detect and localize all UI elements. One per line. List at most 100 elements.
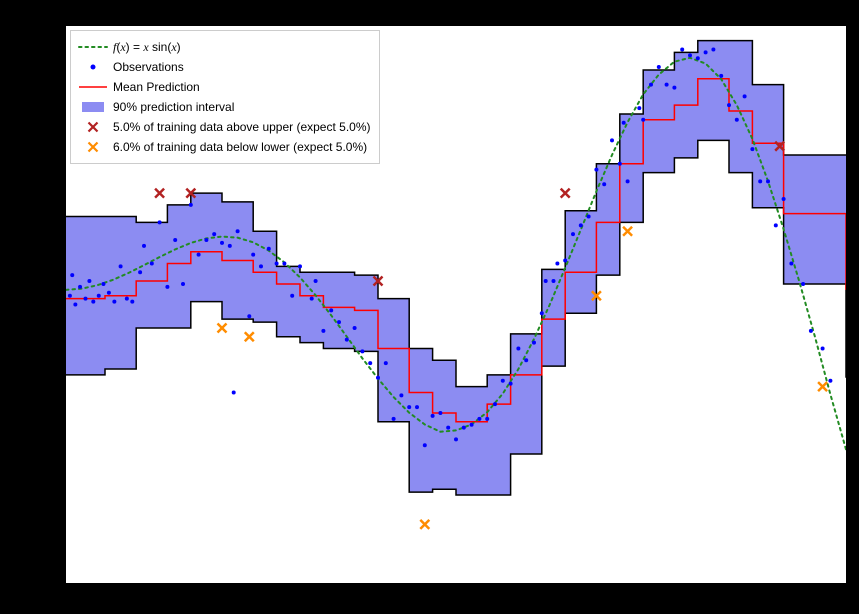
observation-point (345, 338, 349, 342)
observation-point (150, 261, 154, 265)
observation-point (310, 297, 314, 301)
observation-point (477, 417, 481, 421)
observation-point (376, 376, 380, 380)
observation-point (594, 168, 598, 172)
observation-point (509, 382, 513, 386)
observation-point (789, 261, 793, 265)
observation-point (125, 297, 129, 301)
legend-label: 90% prediction interval (113, 100, 234, 114)
observation-point (84, 297, 88, 301)
observation-point (680, 47, 684, 51)
observation-point (360, 349, 364, 353)
observation-point (70, 273, 74, 277)
observation-point (298, 264, 302, 268)
legend-swatch (79, 40, 107, 54)
observation-point (368, 361, 372, 365)
observation-point (138, 270, 142, 274)
observation-point (181, 282, 185, 286)
observation-point (809, 329, 813, 333)
observation-point (618, 162, 622, 166)
observation-point (107, 291, 111, 295)
observation-point (407, 405, 411, 409)
observation-point (220, 241, 224, 245)
observation-point (91, 300, 95, 304)
observation-point (97, 294, 101, 298)
observation-point (743, 94, 747, 98)
observation-point (493, 402, 497, 406)
observation-point (532, 341, 536, 345)
observation-point (801, 282, 805, 286)
observation-point (579, 223, 583, 227)
observation-point (657, 65, 661, 69)
observation-point (212, 232, 216, 236)
observation-point (267, 247, 271, 251)
observation-point (423, 443, 427, 447)
legend-row: 6.0% of training data below lower (expec… (79, 137, 371, 157)
observation-point (236, 229, 240, 233)
observation-point (399, 393, 403, 397)
observation-point (602, 182, 606, 186)
observation-point (544, 279, 548, 283)
observation-point (758, 179, 762, 183)
observation-point (165, 285, 169, 289)
observation-point (101, 282, 105, 286)
observation-point (641, 118, 645, 122)
observation-point (552, 279, 556, 283)
legend-label: 5.0% of training data above upper (expec… (113, 120, 371, 134)
chart-container: f(x) = x sin(x) Observations Mean Predicti… (0, 0, 859, 614)
observation-point (774, 223, 778, 227)
legend-row: Mean Prediction (79, 77, 371, 97)
legend-label: Observations (113, 60, 184, 74)
observation-point (142, 244, 146, 248)
legend-swatch (79, 60, 107, 74)
observation-point (610, 138, 614, 142)
observation-point (259, 264, 263, 268)
observation-point (750, 147, 754, 151)
observation-point (314, 279, 318, 283)
observation-point (87, 279, 91, 283)
observation-point (384, 361, 388, 365)
observation-point (290, 294, 294, 298)
observation-point (711, 47, 715, 51)
observation-point (501, 379, 505, 383)
legend-row: Observations (79, 57, 371, 77)
legend-row: 5.0% of training data above upper (expec… (79, 117, 371, 137)
legend-label: Mean Prediction (113, 80, 200, 94)
observation-point (204, 238, 208, 242)
observation-point (524, 358, 528, 362)
observation-point (438, 411, 442, 415)
observation-point (516, 346, 520, 350)
observation-point (321, 329, 325, 333)
observation-point (431, 414, 435, 418)
legend-swatch (79, 100, 107, 114)
observation-point (329, 308, 333, 312)
observation-point (228, 244, 232, 248)
observation-point (821, 346, 825, 350)
observation-point (392, 417, 396, 421)
observation-point (782, 197, 786, 201)
observation-point (112, 300, 116, 304)
observation-point (173, 238, 177, 242)
observation-point (470, 423, 474, 427)
observation-point (622, 121, 626, 125)
legend-swatch (79, 80, 107, 94)
observation-point (337, 320, 341, 324)
observation-point (828, 379, 832, 383)
observation-point (665, 83, 669, 87)
observation-point (555, 261, 559, 265)
legend-row: 90% prediction interval (79, 97, 371, 117)
observation-point (247, 314, 251, 318)
legend-label: 6.0% of training data below lower (expec… (113, 140, 367, 154)
observation-point (353, 326, 357, 330)
observation-point (719, 74, 723, 78)
legend-swatch (79, 140, 107, 154)
legend-label: f(x) = x sin(x) (113, 40, 181, 55)
observation-point (485, 417, 489, 421)
observation-point (78, 285, 82, 289)
observation-point (766, 179, 770, 183)
observation-point (446, 426, 450, 430)
observation-point (251, 253, 255, 257)
observation-point (735, 118, 739, 122)
observation-point (587, 215, 591, 219)
observation-point (130, 300, 134, 304)
